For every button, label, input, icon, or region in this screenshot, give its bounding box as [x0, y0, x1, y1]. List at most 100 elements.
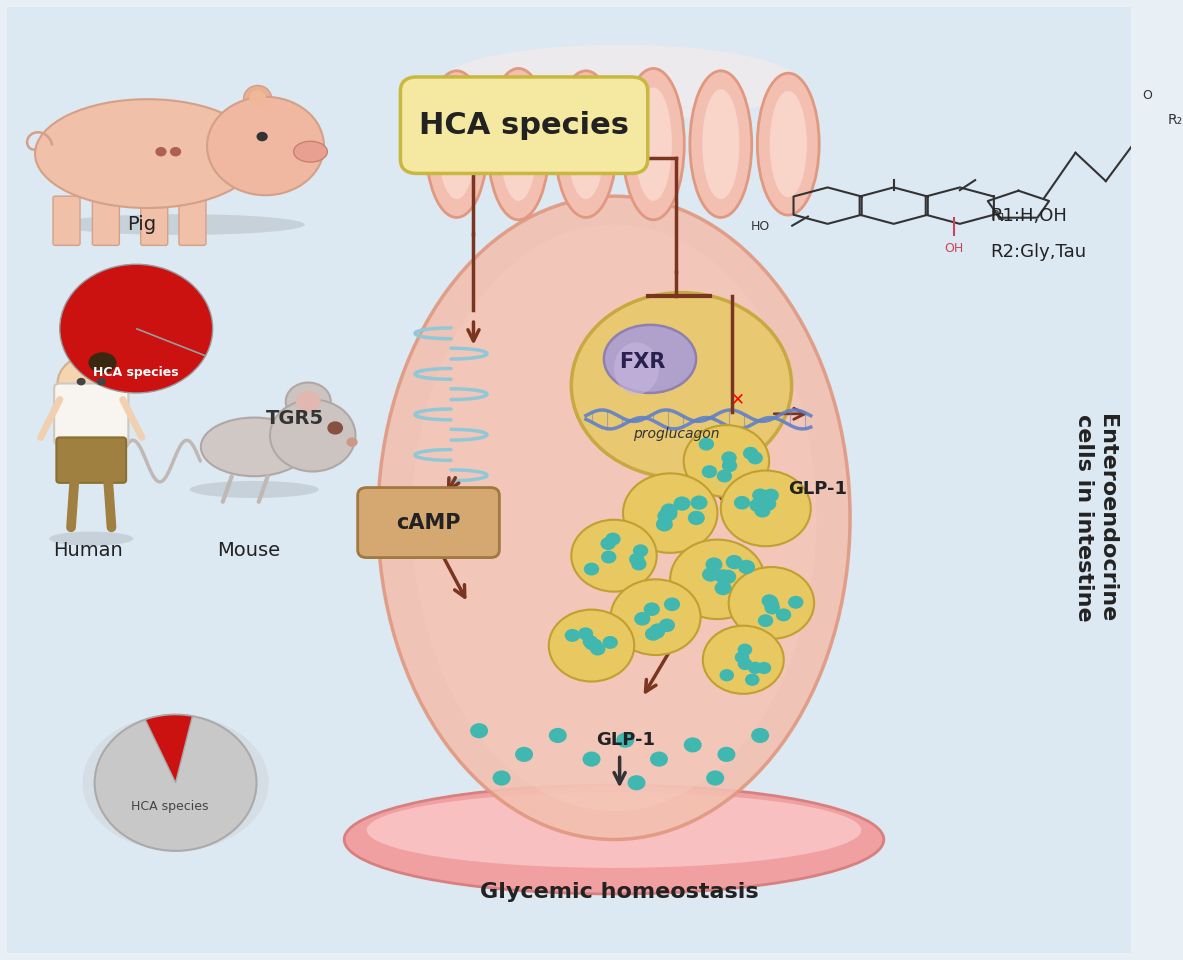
Circle shape — [649, 623, 666, 637]
Circle shape — [762, 594, 777, 608]
Ellipse shape — [189, 481, 319, 498]
Circle shape — [492, 771, 511, 785]
Circle shape — [738, 643, 752, 656]
Circle shape — [776, 609, 791, 621]
Circle shape — [632, 558, 647, 570]
Circle shape — [722, 459, 737, 472]
Ellipse shape — [440, 45, 800, 120]
FancyBboxPatch shape — [54, 383, 129, 445]
Circle shape — [627, 775, 646, 790]
Circle shape — [257, 132, 267, 141]
Circle shape — [571, 293, 791, 478]
Text: GLP-1: GLP-1 — [788, 480, 847, 498]
Circle shape — [286, 382, 331, 420]
Circle shape — [687, 511, 705, 525]
Circle shape — [755, 492, 771, 506]
Circle shape — [207, 97, 324, 195]
Circle shape — [699, 438, 715, 450]
Circle shape — [735, 651, 749, 663]
Ellipse shape — [35, 99, 260, 208]
Ellipse shape — [293, 141, 328, 162]
Ellipse shape — [250, 90, 266, 108]
Circle shape — [584, 637, 600, 650]
Text: R2:Gly,Tau: R2:Gly,Tau — [990, 243, 1087, 260]
Text: FXR: FXR — [619, 351, 665, 372]
Circle shape — [170, 147, 181, 156]
Circle shape — [748, 661, 763, 674]
Circle shape — [719, 569, 736, 584]
Ellipse shape — [89, 352, 117, 373]
Circle shape — [296, 391, 321, 412]
Wedge shape — [136, 328, 206, 356]
Wedge shape — [136, 328, 206, 356]
Ellipse shape — [438, 89, 476, 199]
Circle shape — [764, 598, 780, 612]
Circle shape — [347, 438, 357, 447]
Circle shape — [751, 728, 769, 743]
Ellipse shape — [622, 68, 684, 220]
Circle shape — [590, 642, 606, 656]
Circle shape — [470, 723, 489, 738]
Text: Pig: Pig — [128, 215, 156, 234]
Ellipse shape — [201, 418, 308, 476]
Circle shape — [610, 579, 700, 655]
Circle shape — [703, 626, 784, 694]
Circle shape — [705, 558, 723, 572]
Ellipse shape — [487, 68, 549, 220]
Circle shape — [616, 732, 634, 748]
Circle shape — [601, 551, 616, 564]
Text: Enteroendocrine
cells in intestine: Enteroendocrine cells in intestine — [1073, 414, 1117, 622]
Circle shape — [270, 399, 355, 471]
Circle shape — [583, 636, 599, 648]
Circle shape — [582, 752, 601, 767]
Ellipse shape — [568, 89, 605, 199]
Circle shape — [691, 495, 707, 510]
Circle shape — [759, 497, 776, 511]
Circle shape — [749, 498, 765, 512]
Circle shape — [729, 567, 814, 639]
FancyBboxPatch shape — [57, 438, 127, 483]
Wedge shape — [60, 264, 213, 393]
Circle shape — [738, 560, 755, 574]
FancyBboxPatch shape — [141, 196, 168, 246]
Circle shape — [717, 469, 732, 483]
Text: proglucagon: proglucagon — [633, 427, 719, 441]
Circle shape — [684, 425, 769, 497]
Circle shape — [649, 752, 668, 767]
Circle shape — [577, 627, 593, 640]
Circle shape — [755, 504, 770, 517]
Text: TGR5: TGR5 — [266, 409, 324, 428]
Ellipse shape — [83, 714, 269, 851]
Circle shape — [702, 466, 717, 478]
Text: HCA species: HCA species — [419, 110, 629, 140]
Text: OH: OH — [944, 242, 964, 255]
Circle shape — [715, 581, 731, 595]
Circle shape — [155, 147, 167, 156]
Ellipse shape — [412, 225, 816, 811]
Circle shape — [748, 451, 763, 465]
Circle shape — [655, 517, 673, 532]
Circle shape — [763, 595, 778, 608]
Circle shape — [328, 421, 343, 435]
Ellipse shape — [690, 71, 751, 218]
Ellipse shape — [58, 214, 305, 235]
Circle shape — [664, 597, 680, 612]
Circle shape — [658, 509, 674, 523]
Circle shape — [571, 519, 657, 591]
Circle shape — [659, 618, 675, 632]
Circle shape — [564, 629, 580, 642]
Circle shape — [634, 612, 651, 626]
Circle shape — [673, 496, 691, 511]
Text: R₁: R₁ — [991, 209, 1006, 223]
Ellipse shape — [757, 73, 819, 215]
Circle shape — [623, 473, 717, 553]
Ellipse shape — [367, 792, 861, 868]
FancyBboxPatch shape — [357, 488, 499, 558]
Ellipse shape — [555, 71, 616, 218]
Circle shape — [606, 533, 621, 545]
Circle shape — [788, 596, 803, 609]
Circle shape — [58, 355, 125, 412]
Circle shape — [725, 555, 743, 569]
Ellipse shape — [500, 87, 537, 201]
Circle shape — [757, 661, 771, 674]
